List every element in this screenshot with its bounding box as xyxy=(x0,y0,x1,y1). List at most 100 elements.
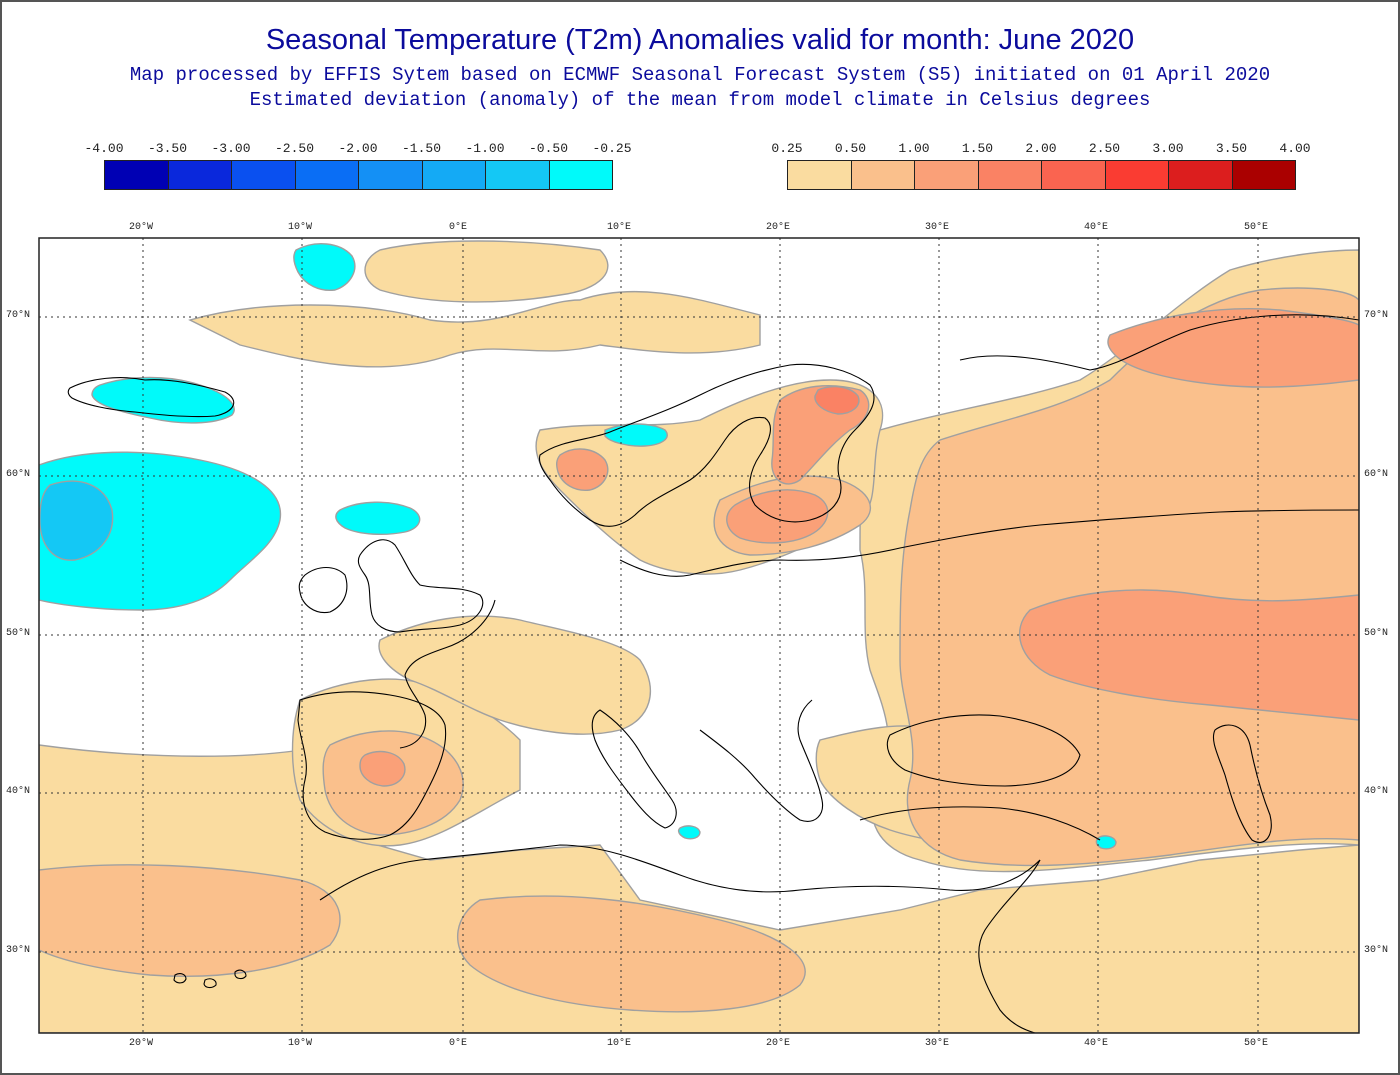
warm-field-greenland-sea xyxy=(364,240,609,303)
cold-norway-sea xyxy=(604,423,668,447)
map-title: Seasonal Temperature (T2m) Anomalies val… xyxy=(265,24,1135,56)
longitude-label-top: 40°E xyxy=(1084,222,1109,233)
longitude-label-bottom: 10°W xyxy=(288,1038,313,1049)
legend-neg-tick-2: -3.00 xyxy=(211,141,251,156)
legend-pos-tick-3: 1.50 xyxy=(961,141,994,156)
legend-neg-swatch-4 xyxy=(358,160,423,190)
legend-pos-tick-4: 2.00 xyxy=(1025,141,1057,156)
coast-ireland xyxy=(298,566,348,614)
coast-italy xyxy=(591,709,677,829)
legend-pos-tick-2: 1.00 xyxy=(898,141,930,156)
legend-pos-tick-7: 3.50 xyxy=(1215,141,1248,156)
warm-field-central-europe xyxy=(378,615,651,735)
coast-balkans-greece xyxy=(699,699,824,822)
coastlines xyxy=(67,314,1359,1033)
legend-neg-swatch-3 xyxy=(294,160,359,190)
legend-pos-tick-5: 2.50 xyxy=(1088,141,1121,156)
longitude-label-top: 0°E xyxy=(449,222,468,233)
coast-iceland xyxy=(67,377,235,418)
legend-pos-tick-1: 0.50 xyxy=(834,141,867,156)
coast-caspian xyxy=(1212,724,1272,843)
legend-pos-swatch-4 xyxy=(1041,160,1106,190)
longitude-label-bottom: 40°E xyxy=(1084,1038,1109,1049)
map-border xyxy=(38,237,1360,1034)
latitude-label-right: 50°N xyxy=(1364,628,1389,639)
warm2-atlantic-south xyxy=(39,864,341,977)
legend-neg-tick-3: -2.50 xyxy=(274,141,315,156)
legend-pos-swatch-3 xyxy=(977,160,1042,190)
legend-pos-tick-8: 4.00 xyxy=(1279,141,1311,156)
coast-north-africa xyxy=(319,844,1041,901)
cold-greenland-sea xyxy=(293,243,356,292)
legend-pos-tick-0: 0.25 xyxy=(771,141,803,156)
warm2-nafrica xyxy=(456,895,806,1013)
coast-scandinavia xyxy=(538,363,875,527)
legend-positive-scale: 0.25 0.50 1.00 1.50 2.00 2.50 3.00 3.50 4.00 xyxy=(771,141,1311,191)
coast-canaries xyxy=(173,969,247,989)
graticule xyxy=(39,238,1359,1033)
longitude-label-top: 50°E xyxy=(1244,222,1269,233)
legend-neg-tick-5: -1.50 xyxy=(401,141,442,156)
latitude-label-left: 40°N xyxy=(6,786,31,797)
coast-barents xyxy=(959,314,1359,371)
legend-neg-tick-8: -0.25 xyxy=(592,141,632,156)
longitude-label-top: 20°E xyxy=(766,222,791,233)
coast-britain xyxy=(357,539,484,633)
legend-neg-tick-4: -2.00 xyxy=(338,141,378,156)
warm3-barents xyxy=(1107,308,1359,388)
latitude-label-left: 50°N xyxy=(6,628,31,639)
legend-neg-swatch-7 xyxy=(548,160,613,190)
coast-iberia xyxy=(297,691,447,840)
latitude-label-right: 40°N xyxy=(1364,786,1389,797)
cold-core-north-atlantic xyxy=(39,480,114,561)
coast-turkey xyxy=(859,806,1101,841)
longitude-label-bottom: 30°E xyxy=(925,1038,950,1049)
legend-pos-swatch-0 xyxy=(787,160,852,190)
warm3-norway xyxy=(555,448,609,491)
legend-pos-tick-6: 3.00 xyxy=(1152,141,1184,156)
map-subtitle-processing: Map processed by EFFIS Sytem based on EC… xyxy=(129,64,1271,86)
cold-cyprus xyxy=(1095,835,1117,850)
warm3-baltic-core xyxy=(726,489,829,544)
legend-neg-swatch-2 xyxy=(231,160,296,190)
latitude-label-left: 70°N xyxy=(6,310,31,321)
warm-band-atlantic xyxy=(188,290,761,368)
coast-france-biscay xyxy=(399,599,496,749)
legend-pos-swatch-1 xyxy=(850,160,915,190)
legend-pos-swatch-7 xyxy=(1231,160,1296,190)
legend-neg-tick-7: -0.50 xyxy=(528,141,569,156)
longitude-label-top: 30°E xyxy=(925,222,950,233)
legend-neg-swatch-5 xyxy=(421,160,486,190)
latitude-label-right: 30°N xyxy=(1364,945,1389,956)
legend-neg-swatch-0 xyxy=(104,160,169,190)
legend-negative-scale: -4.00 -3.50 -3.00 -2.50 -2.00 -1.50 -1.00 -0.50… xyxy=(84,141,632,191)
warm3-spain xyxy=(359,750,406,787)
longitude-label-bottom: 10°E xyxy=(607,1038,632,1049)
warm3-russia xyxy=(1019,589,1359,721)
longitude-label-top: 10°W xyxy=(288,222,313,233)
warm4-lapland xyxy=(814,385,860,415)
longitude-label-top: 20°W xyxy=(129,222,154,233)
longitude-label-top: 10°E xyxy=(607,222,632,233)
coast-black-sea xyxy=(886,714,1081,787)
legend-pos-swatch-5 xyxy=(1104,160,1169,190)
anomaly-fields xyxy=(39,240,1359,1033)
coast-levant-red-sea xyxy=(978,859,1041,1033)
coast-europe-mainland xyxy=(619,509,1359,577)
legend-pos-swatch-6 xyxy=(1168,160,1233,190)
latitude-label-right: 60°N xyxy=(1364,469,1389,480)
latitude-label-right: 70°N xyxy=(1364,310,1389,321)
legend-neg-swatch-1 xyxy=(167,160,232,190)
latitude-label-left: 30°N xyxy=(6,945,31,956)
latitude-label-left: 60°N xyxy=(6,469,31,480)
cold-scotland xyxy=(335,501,421,536)
legend-neg-tick-1: -3.50 xyxy=(147,141,188,156)
longitude-label-bottom: 50°E xyxy=(1244,1038,1269,1049)
cold-sicily xyxy=(677,825,701,840)
longitude-label-bottom: 20°E xyxy=(766,1038,791,1049)
map-subtitle-units: Estimated deviation (anomaly) of the mea… xyxy=(249,89,1151,111)
longitude-label-bottom: 0°E xyxy=(449,1038,468,1049)
longitude-label-bottom: 20°W xyxy=(129,1038,154,1049)
legend-neg-tick-6: -1.00 xyxy=(465,141,505,156)
